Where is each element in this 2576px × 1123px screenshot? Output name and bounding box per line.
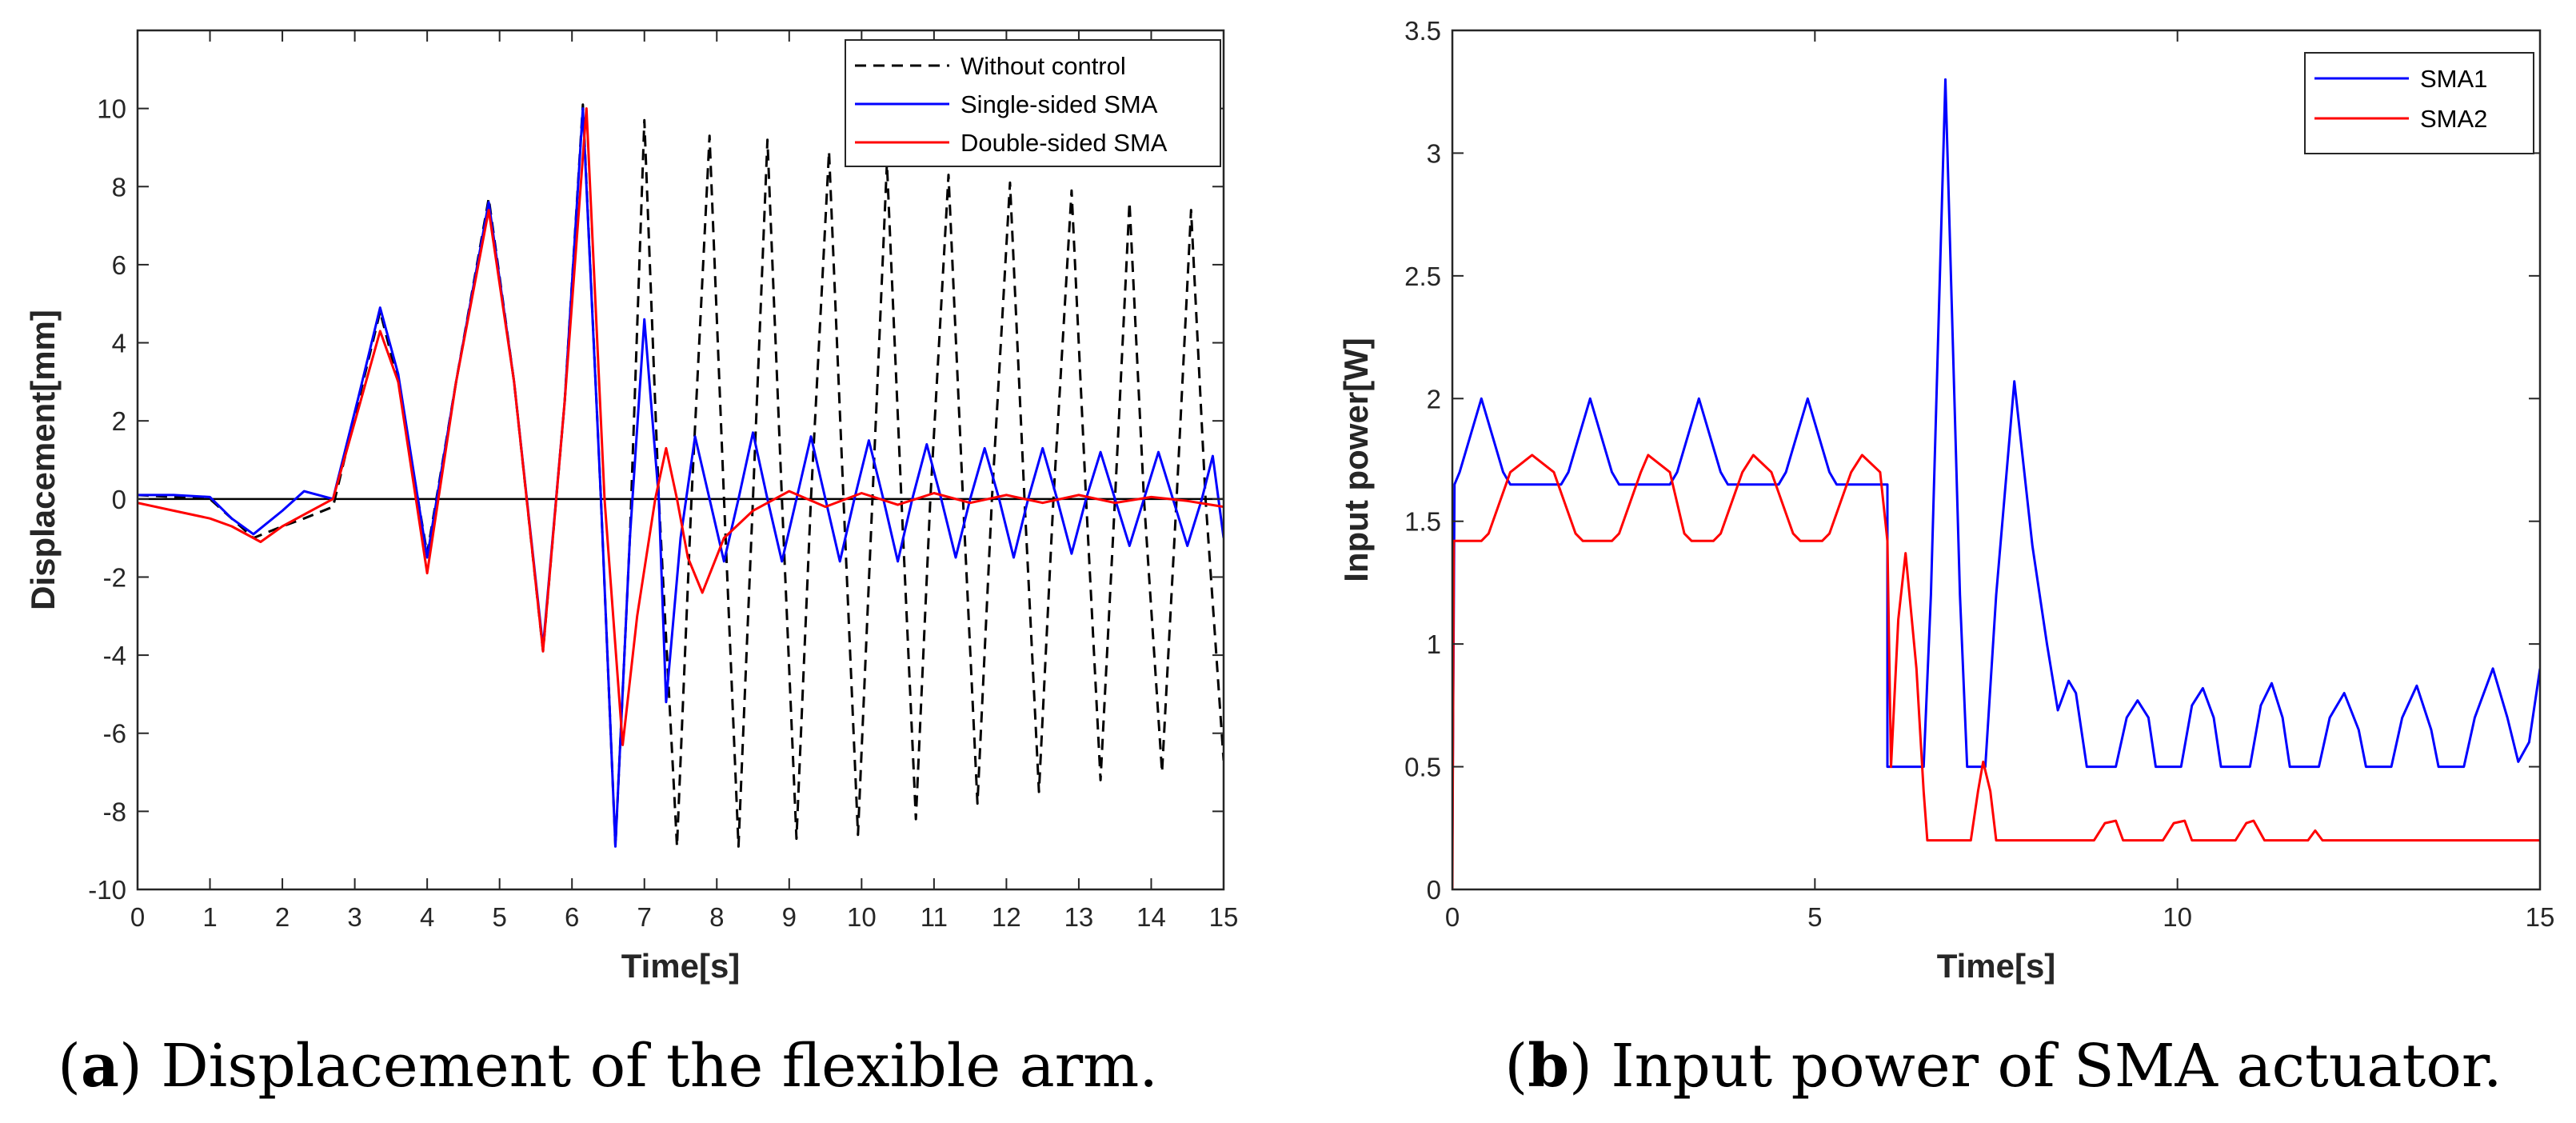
x-tick-label-a-7: 7 — [637, 902, 652, 932]
y-tick-label-a-7: 4 — [112, 329, 126, 358]
x-axis-label-a: Time[s] — [621, 947, 741, 985]
y-axis-label-a: Displacement[mm] — [24, 310, 62, 610]
x-tick-label-a-0: 0 — [130, 902, 145, 932]
x-tick-label-b-1: 5 — [1807, 902, 1822, 932]
x-tick-label-a-14: 14 — [1136, 902, 1166, 932]
y-tick-label-b-0: 0 — [1427, 875, 1441, 905]
x-tick-label-b-0: 0 — [1445, 902, 1460, 932]
y-tick-label-b-1: 0.5 — [1404, 753, 1441, 782]
y-tick-label-b-7: 3.5 — [1404, 16, 1441, 46]
chart-b: 0 5 10 15 0 0.5 1 1.5 2 2.5 3 3.5 Time[s] Input power… — [1337, 16, 2554, 985]
x-tick-label-a-15: 15 — [1209, 902, 1239, 932]
x-tick-label-b-2: 10 — [2163, 902, 2192, 932]
y-tick-label-b-6: 3 — [1427, 138, 1441, 168]
x-tick-label-a-11: 11 — [921, 902, 948, 932]
legend-b: SMA1 SMA2 — [2304, 52, 2534, 154]
legend-label-b-0: SMA1 — [2420, 65, 2487, 93]
legend-box-b — [2304, 52, 2534, 154]
series-line-a-1 — [138, 107, 1224, 848]
x-tick-label-a-12: 12 — [992, 902, 1021, 932]
y-tick-label-b-3: 1.5 — [1404, 507, 1441, 537]
y-tick-label-a-5: 0 — [112, 485, 126, 514]
y-tick-label-a-4: -2 — [103, 562, 126, 592]
y-tick-label-b-2: 1 — [1427, 629, 1441, 659]
legend-label-a-0: Without control — [961, 52, 1126, 80]
x-axis-label-b: Time[s] — [1937, 947, 2056, 985]
legend-a: Without control Single-sided SMA Double-si… — [845, 39, 1221, 167]
y-tick-label-a-2: -6 — [103, 719, 126, 749]
y-tick-label-a-8: 6 — [112, 250, 126, 280]
x-tick-label-a-5: 5 — [492, 902, 506, 932]
series-line-a-2 — [138, 107, 1224, 746]
x-tick-label-a-13: 13 — [1064, 902, 1094, 932]
caption-a-text: Displacement of the flexible arm. — [142, 1032, 1158, 1101]
x-tick-label-a-6: 6 — [565, 902, 579, 932]
y-tick-label-a-10: 10 — [97, 94, 126, 124]
series-line-b-0 — [1452, 78, 2540, 841]
caption-b-text: Input power of SMA actuator. — [1592, 1032, 2502, 1101]
series-group-a — [138, 103, 1224, 848]
chart-a: 0 1 2 3 4 5 6 7 8 9 10 11 12 13 14 15-10-8-6-4-20246810… — [24, 29, 1239, 985]
y-tick-label-a-1: -8 — [103, 797, 126, 826]
legend-label-a-1: Single-sided SMA — [961, 90, 1158, 118]
series-line-a-0 — [138, 103, 1224, 848]
x-tick-label-a-8: 8 — [709, 902, 724, 932]
x-tick-label-a-10: 10 — [847, 902, 877, 932]
x-tick-label-a-9: 9 — [782, 902, 797, 932]
caption-a: (a) Displacement of the flexible arm. — [58, 1032, 1158, 1101]
x-tick-label-b-3: 15 — [2526, 902, 2555, 932]
y-tick-label-b-4: 2 — [1427, 384, 1441, 414]
series-line-b-1 — [1452, 454, 2540, 889]
y-tick-label-a-0: -10 — [88, 875, 126, 905]
caption-b: (b) Input power of SMA actuator. — [1504, 1032, 2502, 1101]
caption-b-label: b — [1528, 1032, 1570, 1101]
x-tick-label-a-1: 1 — [202, 902, 217, 932]
caption-a-label: a — [81, 1032, 119, 1101]
legend-label-a-2: Double-sided SMA — [961, 129, 1168, 157]
x-tick-label-a-3: 3 — [347, 902, 361, 932]
y-tick-label-b-5: 2.5 — [1404, 262, 1441, 291]
y-tick-label-a-6: 2 — [112, 406, 126, 436]
y-tick-label-a-9: 8 — [112, 172, 126, 202]
x-tick-label-a-2: 2 — [275, 902, 290, 932]
y-axis-label-b: Input power[W] — [1337, 338, 1375, 582]
plot-frame-a — [136, 29, 1225, 891]
series-group-b — [1452, 78, 2540, 889]
plot-frame-b — [1451, 29, 2542, 891]
x-tick-label-a-4: 4 — [420, 902, 434, 932]
legend-label-b-1: SMA2 — [2420, 105, 2487, 133]
y-tick-label-a-3: -4 — [103, 641, 126, 670]
